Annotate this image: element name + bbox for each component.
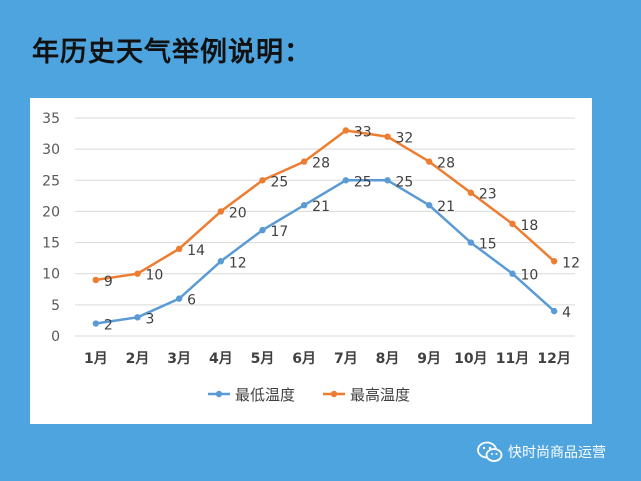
series-high: 9 10 14 20 25 28 33 32 28 23 18 12 (92, 124, 580, 290)
data-point (384, 177, 391, 184)
y-tick-label: 0 (51, 329, 60, 345)
data-point (92, 276, 100, 284)
data-point (300, 158, 308, 165)
data-label: 9 (104, 274, 113, 290)
data-label: 12 (562, 255, 580, 271)
data-point (92, 320, 100, 327)
legend-item-high: 最高温度 (323, 386, 410, 404)
data-label: 28 (437, 156, 455, 172)
data-label: 3 (146, 311, 155, 327)
x-tick-label: 1月 (84, 351, 108, 367)
data-point (217, 208, 225, 215)
data-point (175, 295, 183, 302)
y-tick-label: 15 (42, 236, 60, 252)
data-label: 20 (229, 205, 247, 221)
data-point (300, 202, 308, 209)
y-tick-label: 20 (42, 204, 60, 220)
y-tick-label: 30 (42, 142, 60, 158)
y-tick-label: 35 (42, 111, 60, 127)
data-label: 32 (396, 131, 414, 147)
data-label: 21 (437, 199, 455, 215)
data-label: 12 (229, 255, 247, 271)
legend-marker (330, 390, 338, 398)
data-point (509, 220, 516, 228)
data-point (384, 133, 391, 140)
data-label: 15 (479, 237, 497, 253)
legend-label: 最低温度 (235, 386, 295, 404)
data-label: 14 (187, 243, 205, 259)
data-point (217, 258, 225, 265)
x-tick-label: 12月 (537, 351, 570, 367)
data-label: 25 (271, 174, 289, 190)
series-line (95, 179, 556, 325)
watermark-text: 快时尚商品运营 (508, 445, 606, 461)
legend-marker (215, 390, 223, 398)
data-label: 10 (146, 268, 164, 284)
data-point (259, 177, 266, 184)
data-label: 17 (271, 224, 289, 240)
slide-title: 年历史天气举例说明： (32, 37, 312, 68)
data-point (175, 245, 183, 252)
data-point (467, 189, 475, 196)
x-tick-label: 5月 (251, 351, 275, 367)
x-tick-label: 4月 (209, 351, 233, 367)
chart-legend: 最低温度 最高温度 (208, 386, 410, 404)
data-point (342, 177, 350, 184)
data-label: 18 (521, 218, 539, 234)
y-tick-label: 10 (42, 267, 60, 283)
data-point (134, 314, 141, 321)
series-line (95, 129, 556, 282)
wechat-icon (477, 441, 503, 462)
data-label: 21 (312, 199, 330, 215)
data-label: 28 (312, 156, 330, 172)
gridlines (75, 117, 575, 337)
chart-panel: 0 5 10 15 20 25 30 35 1月 2月 3月 4月 5月 6月 7月 8月 9月 10月 11月 1… (30, 98, 592, 424)
data-point (550, 258, 558, 265)
data-point (467, 239, 475, 246)
legend-item-low: 最低温度 (208, 386, 295, 404)
x-tick-label: 6月 (292, 351, 316, 367)
x-tick-label: 7月 (334, 351, 358, 367)
data-point (509, 270, 516, 277)
x-tick-label: 8月 (376, 351, 400, 367)
data-label: 25 (396, 174, 414, 190)
data-point (550, 307, 558, 315)
y-axis-ticks: 0 5 10 15 20 25 30 35 (42, 111, 60, 345)
data-label: 23 (479, 187, 497, 203)
x-tick-label: 11月 (496, 351, 529, 367)
y-tick-label: 25 (42, 173, 60, 189)
x-tick-label: 2月 (126, 351, 150, 367)
watermark: 快时尚商品运营 (477, 441, 606, 463)
data-point (259, 226, 266, 234)
data-label: 25 (354, 174, 372, 190)
data-point (425, 158, 433, 165)
data-label: 33 (354, 124, 372, 140)
legend-label: 最高温度 (350, 386, 410, 404)
data-label: 4 (562, 305, 571, 321)
data-point (134, 270, 141, 277)
x-tick-label: 10月 (454, 351, 487, 367)
data-point (342, 127, 350, 134)
data-label: 6 (187, 293, 196, 309)
data-point (425, 202, 433, 209)
data-label: 2 (104, 318, 113, 334)
y-tick-label: 5 (51, 298, 60, 314)
data-label: 10 (521, 268, 539, 284)
x-tick-label: 9月 (417, 351, 441, 367)
x-axis-ticks: 1月 2月 3月 4月 5月 6月 7月 8月 9月 10月 11月 12月 (84, 351, 571, 367)
x-tick-label: 3月 (167, 351, 191, 367)
